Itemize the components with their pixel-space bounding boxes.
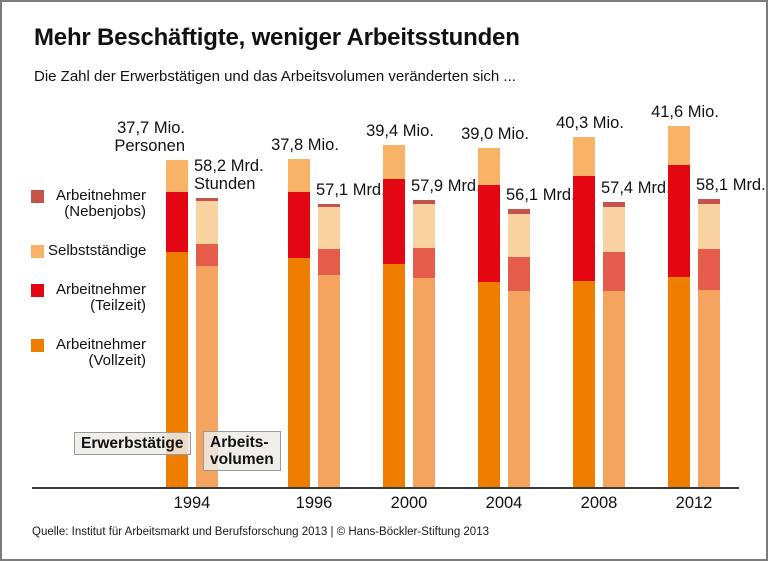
legend-item-2: Arbeitnehmer (Teilzeit) <box>31 282 146 314</box>
legend-label: Arbeitnehmer (Teilzeit) <box>55 281 146 314</box>
persons-bar-1996-segment <box>288 258 310 488</box>
persons-bar-1996-segment <box>288 158 310 192</box>
persons-bar-2004-segment <box>478 148 500 185</box>
legend-label: Selbstständige <box>48 242 147 259</box>
hours-bar-1996-segment <box>318 207 340 250</box>
hours-bar-2004 <box>508 208 530 488</box>
persons-bar-1994-segment <box>166 191 188 252</box>
hours-bar-2004-segment <box>508 290 530 488</box>
hours-bar-2000-segment <box>413 204 435 249</box>
persons-bar-2004-segment <box>478 184 500 283</box>
persons-bar-2000-segment <box>383 264 405 488</box>
persons-bar-2004 <box>478 148 500 488</box>
legend: Arbeitnehmer (Nebenjobs) Selbstständige Arb… <box>31 188 146 392</box>
persons-bar-2004-segment <box>478 282 500 488</box>
persons-bar-2008-segment <box>573 280 595 488</box>
persons-bar-tag: Erwerbstätige <box>74 432 191 455</box>
persons-value-label: 37,8 Mio. <box>271 135 339 154</box>
year-label-2004: 2004 <box>485 494 523 512</box>
legend-label: Arbeitnehmer (Vollzeit) <box>55 336 146 369</box>
persons-bar-2000-segment <box>383 144 405 179</box>
legend-label: Arbeitnehmer (Nebenjobs) <box>55 187 146 220</box>
persons-bar-1994 <box>166 159 188 488</box>
hours-bar-2012-segment <box>698 248 720 290</box>
persons-value-label: 39,4 Mio. <box>366 121 434 140</box>
hours-bar-2008-segment <box>603 291 625 488</box>
hours-bar-1996-segment <box>318 275 340 488</box>
hours-value-label: 57,1 Mrd. <box>316 180 386 199</box>
hours-value-label: 57,4 Mrd. <box>601 179 671 198</box>
hours-bar-2000-segment <box>413 278 435 488</box>
hours-bar-2008 <box>603 202 625 488</box>
hours-value-label: 58,1 Mrd. <box>696 175 766 194</box>
hours-bar-tag: Arbeits- volumen <box>203 431 281 471</box>
persons-bar-2008-segment <box>573 136 595 177</box>
hours-bar-tag-line1: Arbeits- <box>210 434 269 451</box>
hours-bar-1994-segment <box>196 201 218 244</box>
hours-bar-2008-segment <box>603 202 625 207</box>
page-subtitle: Die Zahl der Erwerbstätigen und das Arbe… <box>34 68 516 85</box>
hours-bar-1994-segment <box>196 243 218 267</box>
source-credit: Quelle: Institut für Arbeitsmarkt und Be… <box>32 526 489 538</box>
hours-bar-1996-segment <box>318 249 340 276</box>
hours-bar-1996 <box>318 203 340 488</box>
year-label-2008: 2008 <box>580 494 618 512</box>
persons-bar-2000-segment <box>383 178 405 265</box>
persons-bar-2012-segment <box>668 277 690 488</box>
hours-bar-tag-line2: volumen <box>210 451 274 468</box>
x-axis-line <box>32 487 739 489</box>
persons-bar-2000 <box>383 144 405 488</box>
legend-swatch <box>31 245 44 258</box>
hours-bar-2012-segment <box>698 198 720 205</box>
hours-bar-2004-segment <box>508 213 530 258</box>
persons-bar-2012 <box>668 125 690 488</box>
legend-swatch <box>31 190 44 203</box>
persons-bar-1996-segment <box>288 191 310 259</box>
year-label-1996: 1996 <box>295 494 333 512</box>
hours-bar-2008-segment <box>603 206 625 253</box>
legend-item-1: Selbstständige <box>31 243 146 259</box>
persons-bar-1994-segment <box>166 251 188 488</box>
persons-bar-tag-label: Erwerbstätige <box>81 435 184 452</box>
persons-value-label: 41,6 Mio. <box>651 102 719 121</box>
persons-bar-2008 <box>573 136 595 488</box>
hours-bar-2000-segment <box>413 199 435 205</box>
hours-bar-2008-segment <box>603 252 625 292</box>
hours-bar-2000-segment <box>413 248 435 279</box>
persons-value-label: 39,0 Mio. <box>461 125 529 144</box>
persons-value-label: 37,7 Mio. Personen <box>114 118 185 155</box>
persons-bar-2012-segment <box>668 164 690 278</box>
hours-bar-2012-segment <box>698 204 720 249</box>
legend-swatch <box>31 339 44 352</box>
persons-bar-2008-segment <box>573 176 595 281</box>
persons-bar-1996 <box>288 158 310 488</box>
hours-bar-2004-segment <box>508 257 530 291</box>
legend-item-0: Arbeitnehmer (Nebenjobs) <box>31 188 146 220</box>
hours-bar-2012-segment <box>698 289 720 488</box>
year-label-1994: 1994 <box>173 494 211 512</box>
hours-value-label: 56,1 Mrd. <box>506 185 576 204</box>
persons-bar-1994-segment <box>166 159 188 192</box>
page-title: Mehr Beschäftigte, weniger Arbeitsstunde… <box>34 24 520 51</box>
hours-value-label: 58,2 Mrd. Stunden <box>194 157 264 194</box>
persons-value-label: 40,3 Mio. <box>556 113 624 132</box>
year-label-2000: 2000 <box>390 494 428 512</box>
hours-bar-2004-segment <box>508 208 530 214</box>
hours-value-label: 57,9 Mrd. <box>411 176 481 195</box>
hours-bar-2000 <box>413 199 435 488</box>
legend-swatch <box>31 284 44 297</box>
hours-bar-1994-segment <box>196 198 218 202</box>
year-label-2012: 2012 <box>675 494 713 512</box>
hours-bar-2012 <box>698 198 720 488</box>
persons-bar-2012-segment <box>668 125 690 165</box>
hours-bar-1996-segment <box>318 203 340 208</box>
legend-item-3: Arbeitnehmer (Vollzeit) <box>31 337 146 369</box>
